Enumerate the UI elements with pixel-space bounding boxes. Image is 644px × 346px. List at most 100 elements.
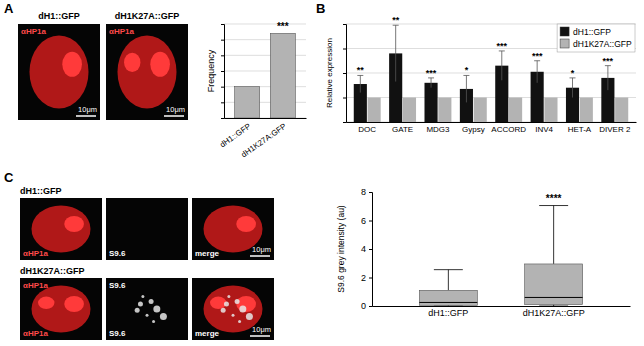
speckle bbox=[160, 313, 167, 320]
grid bbox=[224, 24, 306, 118]
image-label: S9.6 bbox=[109, 281, 126, 290]
speckle bbox=[152, 320, 155, 323]
image-label: S9.6 bbox=[109, 329, 126, 338]
nucleus bbox=[31, 205, 90, 252]
chromocenter bbox=[150, 52, 170, 77]
bar bbox=[438, 98, 451, 123]
x-axis-tick: INV4 bbox=[535, 122, 553, 134]
micrograph: αHP1aαHP1a bbox=[20, 278, 102, 340]
y-axis-tick bbox=[343, 73, 346, 74]
speckle bbox=[239, 306, 246, 313]
bar bbox=[424, 83, 437, 122]
tick-mark bbox=[221, 24, 224, 25]
micrograph: αHP1a bbox=[20, 198, 102, 260]
x-axis-tick: dH1::GFP bbox=[428, 306, 468, 318]
y-axis-tick bbox=[343, 122, 346, 123]
error-bar bbox=[431, 78, 432, 88]
panel-letter: C bbox=[4, 170, 14, 185]
scale-bar bbox=[250, 335, 270, 337]
tick-mark bbox=[369, 192, 372, 193]
scale-bar bbox=[164, 115, 184, 117]
y-axis: 02468 bbox=[361, 187, 373, 311]
tick-label: dH1::GFP bbox=[428, 308, 468, 318]
significance: * bbox=[465, 65, 469, 75]
nucleus bbox=[31, 285, 90, 332]
bar bbox=[615, 98, 628, 123]
error-bar bbox=[572, 78, 573, 98]
tick-mark bbox=[221, 102, 224, 103]
whisker-cap bbox=[539, 306, 568, 307]
whisker-high bbox=[553, 206, 554, 264]
error-bar bbox=[501, 51, 502, 80]
x-axis-tick: HET-A bbox=[568, 122, 592, 134]
tick-mark bbox=[221, 71, 224, 72]
image-ground bbox=[106, 278, 188, 340]
tick-label: Gypsy bbox=[462, 125, 485, 134]
tick-mark bbox=[343, 98, 346, 99]
tick-label: DIVER 2 bbox=[599, 125, 631, 134]
speckle bbox=[235, 299, 240, 304]
micrograph: merge10μm bbox=[192, 278, 274, 340]
panel-letter: B bbox=[316, 1, 325, 16]
bar bbox=[270, 33, 295, 118]
tick-label: 8 bbox=[361, 187, 366, 197]
scale-bar bbox=[250, 255, 270, 257]
panel-letter: A bbox=[4, 1, 14, 16]
x-axis-tick: dH1K27A::GFP bbox=[523, 306, 585, 318]
legend-swatch bbox=[560, 39, 569, 48]
scale-bar-label: 10μm bbox=[166, 105, 185, 114]
tick-label: DOC bbox=[358, 125, 376, 134]
error-bar bbox=[360, 75, 361, 92]
image-ground bbox=[106, 24, 188, 120]
y-axis-tick bbox=[221, 102, 224, 103]
significance: *** bbox=[277, 21, 289, 32]
nucleus bbox=[117, 36, 176, 109]
y-axis-line bbox=[221, 25, 225, 119]
scale-bar bbox=[76, 115, 96, 117]
image-row-title: dH1::GFP bbox=[20, 186, 62, 196]
tick-mark bbox=[343, 24, 346, 25]
whisker-cap bbox=[539, 205, 568, 206]
error-bar bbox=[395, 25, 396, 81]
x-axis: dH1::GFPdH1K27A:GFP bbox=[218, 118, 306, 159]
speckle bbox=[146, 314, 149, 317]
bar bbox=[403, 98, 416, 123]
x-axis-tick: dH1K27A:GFP bbox=[240, 118, 289, 159]
tick-label: INV4 bbox=[535, 125, 553, 134]
legend: dH1::GFPdH1K27A::GFP bbox=[557, 24, 635, 52]
tick-mark bbox=[221, 55, 224, 56]
median bbox=[525, 297, 583, 298]
tick-label: 2 bbox=[361, 273, 366, 283]
bar bbox=[235, 87, 260, 118]
chromocenter bbox=[236, 216, 256, 232]
axis-title: Frequency bbox=[206, 49, 216, 92]
chromocenter bbox=[64, 216, 84, 232]
bars bbox=[235, 33, 296, 118]
chromocenter bbox=[38, 297, 54, 309]
y-axis-tick bbox=[343, 49, 346, 50]
axis-title: S9.6 grey intensity (au) bbox=[336, 205, 346, 293]
image-label: αHP1a bbox=[23, 329, 48, 338]
grid bbox=[346, 24, 636, 122]
y-axis-tick: 0 bbox=[361, 301, 372, 311]
speckle bbox=[232, 314, 235, 317]
tick-mark bbox=[369, 249, 372, 250]
tick-label: HET-A bbox=[568, 125, 592, 134]
legend-swatch bbox=[560, 27, 569, 36]
speckle bbox=[246, 313, 253, 320]
speckle bbox=[153, 306, 160, 313]
legend-label: dH1::GFP bbox=[573, 27, 611, 37]
image-title: dH1K27A::GFP bbox=[115, 11, 180, 21]
speckle bbox=[141, 295, 144, 298]
y-axis-tick: 4 bbox=[361, 244, 372, 254]
bar bbox=[474, 98, 487, 123]
tick-label: GATE bbox=[392, 125, 413, 134]
chromocenter bbox=[236, 296, 256, 312]
grid-line bbox=[224, 24, 306, 25]
y-axis bbox=[221, 25, 225, 119]
y-axis bbox=[343, 25, 347, 123]
y-axis-tick bbox=[221, 40, 224, 41]
y-axis-tick: 8 bbox=[361, 187, 372, 197]
speckle bbox=[149, 299, 154, 304]
y-axis-line bbox=[343, 25, 347, 123]
